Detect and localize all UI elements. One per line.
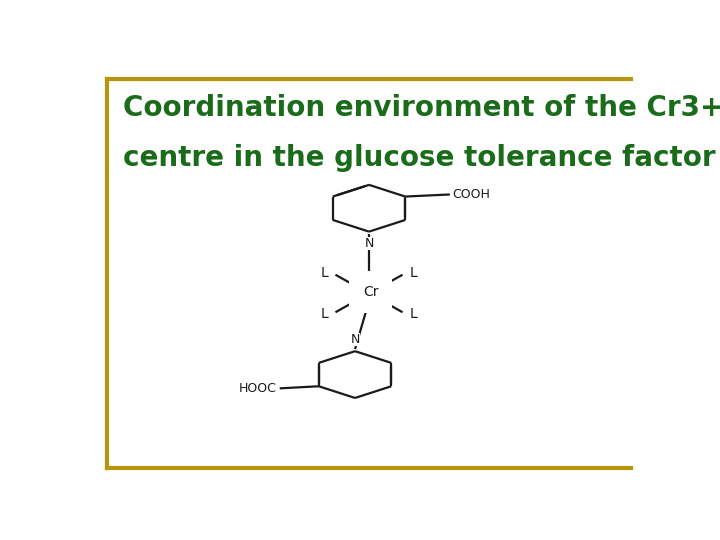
Text: L: L — [409, 307, 417, 321]
Text: L: L — [321, 307, 329, 321]
Text: L: L — [321, 266, 329, 280]
Text: L: L — [409, 266, 417, 280]
Text: N: N — [364, 237, 374, 250]
Text: HOOC: HOOC — [239, 382, 277, 395]
Text: Coordination environment of the Cr3+: Coordination environment of the Cr3+ — [124, 94, 720, 122]
Text: COOH: COOH — [453, 188, 490, 201]
Text: N: N — [351, 333, 360, 346]
Text: Cr: Cr — [363, 285, 379, 299]
Text: centre in the glucose tolerance factor: centre in the glucose tolerance factor — [124, 144, 716, 172]
